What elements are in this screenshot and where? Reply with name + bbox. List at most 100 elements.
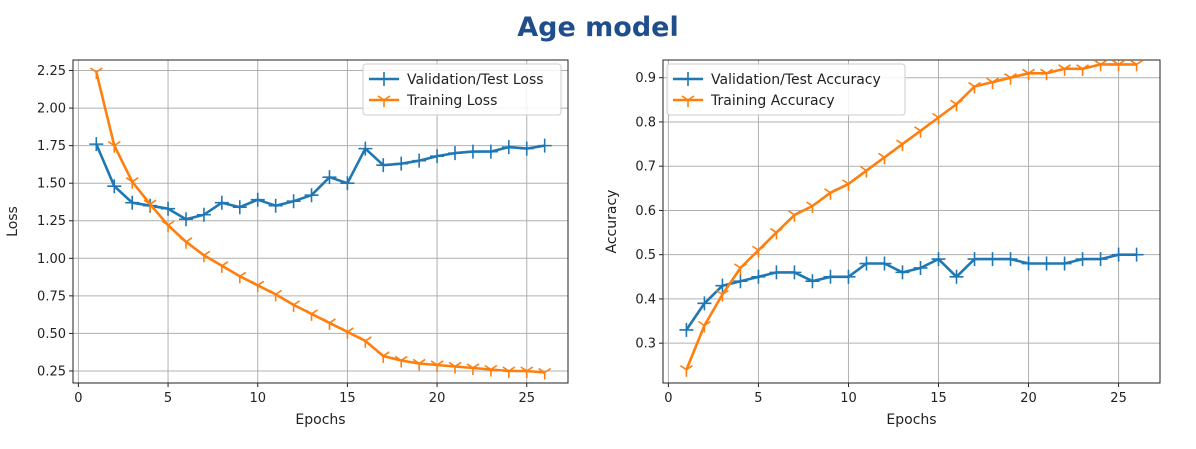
data-point (376, 351, 390, 363)
data-point (733, 274, 748, 289)
x-tick-label: 20 (1020, 391, 1037, 406)
data-point (537, 138, 552, 153)
data-point (538, 367, 552, 380)
legend-marker (681, 95, 695, 107)
data-point (376, 158, 391, 173)
data-point (914, 126, 927, 138)
data-point (107, 140, 121, 153)
data-point (931, 252, 946, 267)
data-point (89, 137, 104, 152)
data-point (125, 195, 140, 210)
data-point (1003, 252, 1018, 267)
data-point (878, 152, 891, 165)
data-point (949, 269, 964, 284)
data-point (1040, 68, 1053, 81)
y-tick-label: 0.8 (635, 115, 656, 130)
data-point (358, 141, 373, 156)
x-tick-label: 5 (164, 391, 172, 406)
loss-chart: 0 5 10 15 20 25 0.25 0.50 0.75 1.00 1.25 1.50 1.75 2.… (5, 59, 569, 428)
data-point (1039, 256, 1054, 271)
data-point (287, 300, 301, 312)
data-point (823, 269, 838, 284)
data-point (394, 156, 409, 171)
y-tick-label: 0.4 (635, 292, 656, 307)
plot-frame (72, 59, 569, 384)
y-tick-label: 1.25 (37, 214, 66, 229)
series-line-training (95, 71, 545, 374)
data-point (501, 140, 516, 155)
data-point (1057, 256, 1072, 271)
data-point (483, 144, 498, 159)
data-point (697, 296, 712, 311)
data-point (932, 112, 945, 125)
data-point (860, 165, 873, 178)
legend: Validation/Test Loss Training Loss (362, 63, 562, 116)
y-tick-label: 1.75 (37, 139, 66, 154)
data-point (340, 176, 355, 191)
data-point (1093, 252, 1108, 267)
legend-label: Training Loss (406, 93, 497, 109)
data-point (896, 139, 909, 152)
data-point (1112, 59, 1126, 72)
data-point (430, 149, 445, 164)
data-point (214, 195, 229, 210)
data-point (1022, 68, 1035, 81)
data-point (197, 250, 211, 263)
x-tick-label: 0 (664, 391, 672, 406)
data-point (484, 364, 498, 377)
x-tick-label: 15 (930, 391, 947, 406)
y-tick-label: 0.75 (37, 289, 66, 304)
data-point (697, 320, 711, 333)
data-point (394, 355, 408, 368)
data-point (967, 252, 982, 267)
y-tick-label: 0.25 (37, 364, 66, 379)
legend-marker (377, 95, 391, 107)
data-point (233, 271, 247, 284)
legend: Validation/Test Accuracy Training Accurac… (666, 63, 906, 116)
y-tick-label: 2.00 (37, 102, 66, 117)
data-point (769, 265, 784, 280)
y-tick-label: 1.50 (37, 177, 66, 192)
data-point (250, 192, 265, 207)
data-point (304, 188, 319, 203)
data-point (520, 366, 534, 378)
data-point (968, 81, 981, 94)
y-axis-label: Accuracy (604, 190, 620, 254)
x-tick-label: 10 (840, 391, 857, 406)
data-point (715, 289, 729, 302)
legend-box (362, 63, 562, 116)
data-point (895, 265, 910, 280)
data-point (358, 336, 372, 348)
x-tick-label: 0 (74, 391, 82, 406)
data-point (143, 199, 157, 212)
data-point (286, 194, 301, 209)
data-point (430, 360, 444, 372)
data-point (770, 227, 783, 240)
legend-marker (377, 72, 391, 86)
data-point (1004, 73, 1017, 85)
data-point (502, 366, 516, 378)
data-point (859, 256, 874, 271)
x-tick-label: 15 (339, 391, 356, 406)
legend-label: Validation/Test Loss (407, 72, 544, 88)
data-point (913, 260, 928, 275)
data-point (806, 201, 819, 214)
data-point (161, 220, 175, 233)
data-point (466, 363, 480, 375)
data-point (519, 141, 534, 156)
data-point (751, 269, 766, 284)
data-point (877, 256, 892, 271)
legend-box (666, 63, 906, 116)
x-axis-label: Epochs (886, 412, 936, 428)
data-point (322, 170, 337, 185)
data-point (842, 179, 855, 191)
data-point (824, 188, 837, 200)
y-tick-label: 1.00 (37, 252, 66, 267)
data-point (950, 99, 963, 112)
plot-frame (662, 59, 1161, 384)
x-tick-label: 25 (518, 391, 535, 406)
data-point (1129, 247, 1144, 262)
data-point (125, 177, 139, 189)
data-point (787, 265, 802, 280)
